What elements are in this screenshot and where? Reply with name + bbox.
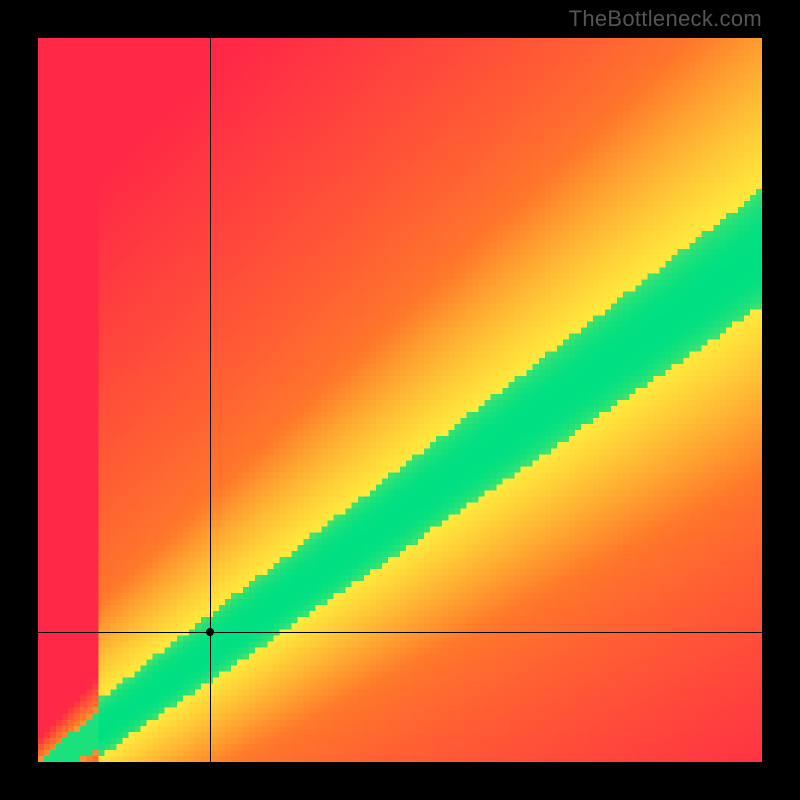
watermark-text: TheBottleneck.com: [569, 6, 762, 32]
crosshair-vertical: [210, 38, 211, 762]
crosshair-horizontal: [38, 632, 762, 633]
heatmap-plot: [38, 38, 762, 762]
heatmap-canvas: [38, 38, 762, 762]
marker-dot: [206, 628, 214, 636]
